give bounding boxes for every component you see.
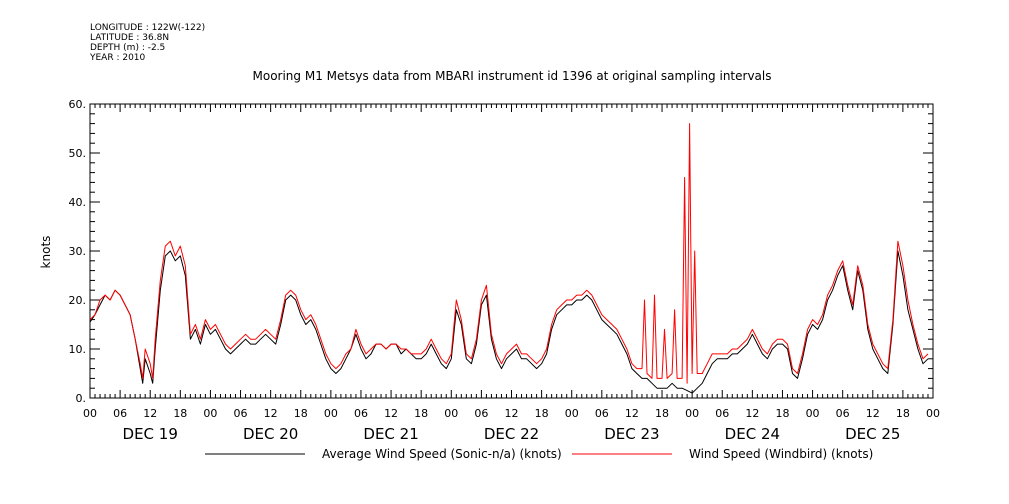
y-tick-label: 50.: [69, 147, 87, 160]
x-day-label: DEC 19: [123, 425, 178, 443]
x-tick-label: 00: [444, 407, 458, 420]
year-label: YEAR : 2010: [89, 53, 146, 63]
x-tick-label: 18: [535, 407, 549, 420]
y-tick-label: 40.: [69, 196, 87, 209]
x-tick-label: 06: [474, 407, 488, 420]
x-tick-label: 12: [745, 407, 759, 420]
x-tick-label: 12: [866, 407, 880, 420]
x-tick-label: 00: [83, 407, 97, 420]
x-tick-label: 00: [203, 407, 217, 420]
x-tick-label: 12: [505, 407, 519, 420]
y-axis-label: knots: [39, 236, 53, 269]
y-tick-label: 10.: [69, 343, 87, 356]
x-day-label: DEC 22: [484, 425, 539, 443]
x-tick-label: 18: [655, 407, 669, 420]
x-day-label: DEC 23: [604, 425, 659, 443]
x-tick-label: 00: [926, 407, 940, 420]
x-tick-label: 06: [234, 407, 248, 420]
legend: Average Wind Speed (Sonic-n/a) (knots) W…: [205, 447, 873, 461]
legend-label-average: Average Wind Speed (Sonic-n/a) (knots): [322, 447, 562, 461]
x-tick-label: 12: [384, 407, 398, 420]
depth-label: DEPTH (m) : -2.5: [90, 43, 165, 53]
x-day-label: DEC 25: [845, 425, 900, 443]
x-tick-label: 06: [715, 407, 729, 420]
x-tick-label: 06: [354, 407, 368, 420]
y-axis: 0. 10. 20. 30. 40. 50. 60.: [69, 98, 933, 405]
series-line-average-wind: [89, 250, 929, 394]
longitude-label: LONGITUDE : 122W(-122): [90, 23, 205, 33]
x-tick-label: 00: [685, 407, 699, 420]
x-tick-label: 18: [775, 407, 789, 420]
x-axis: 00 06 12 18 00 06 12 18 00 06 12 18 00 06 12 18 00 06 12 18…: [83, 104, 940, 443]
y-tick-label: 0.: [76, 392, 87, 405]
y-tick-label: 60.: [69, 98, 87, 111]
x-tick-label: 00: [565, 407, 579, 420]
x-tick-label: 00: [324, 407, 338, 420]
x-tick-label: 12: [625, 407, 639, 420]
series-line-windbird: [89, 123, 929, 384]
x-tick-label: 18: [294, 407, 308, 420]
header-info: LONGITUDE : 122W(-122) LATITUDE : 36.8N …: [89, 23, 205, 63]
x-tick-label: 18: [896, 407, 910, 420]
x-tick-label: 00: [806, 407, 820, 420]
y-tick-label: 30.: [69, 245, 87, 258]
x-tick-label: 18: [173, 407, 187, 420]
x-day-label: DEC 21: [363, 425, 418, 443]
y-tick-label: 20.: [69, 294, 87, 307]
x-tick-label: 12: [264, 407, 278, 420]
x-day-label: DEC 24: [725, 425, 780, 443]
legend-label-windbird: Wind Speed (Windbird) (knots): [689, 447, 873, 461]
x-tick-label: 18: [414, 407, 428, 420]
x-day-label: DEC 20: [243, 425, 298, 443]
x-tick-label: 12: [143, 407, 157, 420]
x-tick-label: 06: [836, 407, 850, 420]
x-tick-label: 06: [595, 407, 609, 420]
series-layer: [89, 123, 929, 394]
x-tick-label: 06: [113, 407, 127, 420]
latitude-label: LATITUDE : 36.8N: [90, 33, 169, 43]
chart-title: Mooring M1 Metsys data from MBARI instru…: [253, 69, 772, 83]
